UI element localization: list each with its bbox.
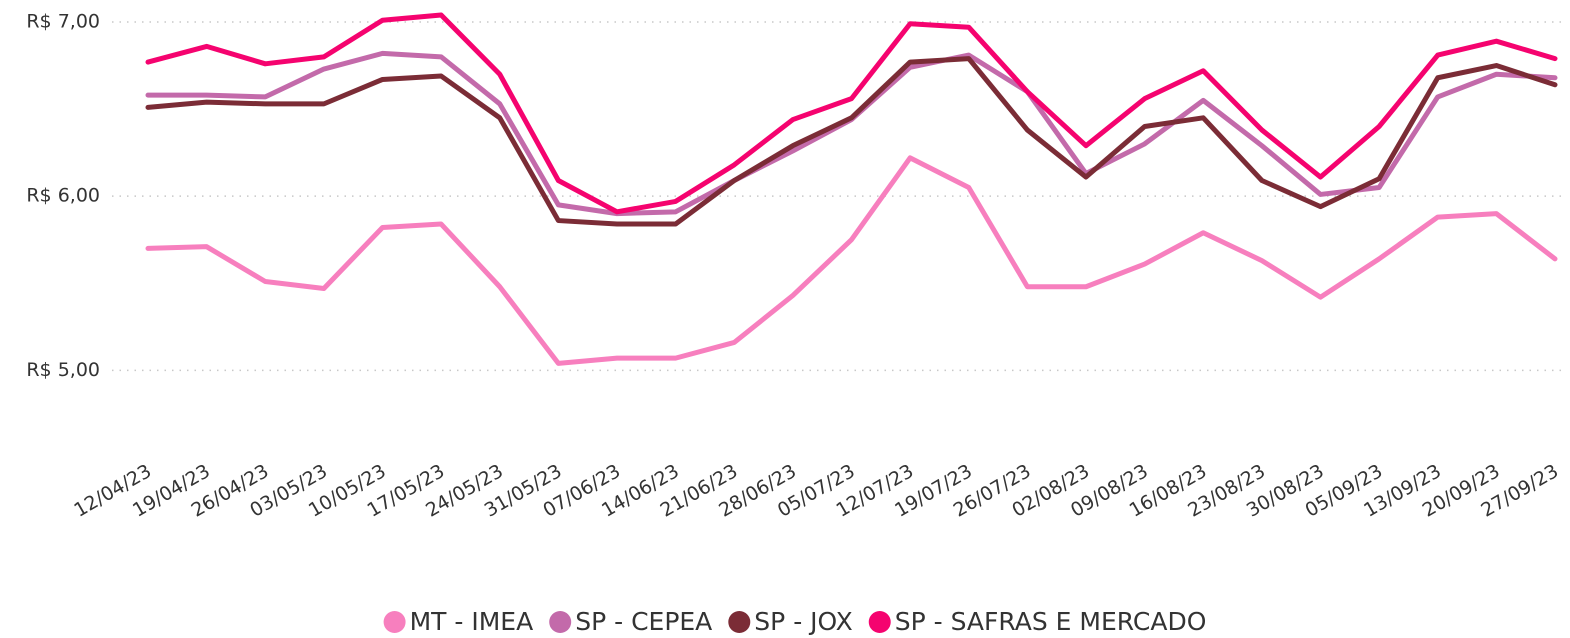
- y-tick-label: R$ 7,00: [26, 11, 100, 33]
- y-tick-label: R$ 5,00: [26, 359, 100, 381]
- legend-marker: [383, 611, 406, 633]
- legend: MT - IMEA SP - CEPEA SP - JOX SP - SAFRAS E…: [383, 607, 1207, 636]
- series-line: [145, 56, 1558, 227]
- legend-marker: [728, 611, 751, 633]
- legend-label: SP - JOX: [754, 607, 852, 636]
- legend-label: MT - IMEA: [410, 607, 534, 636]
- legend-label: SP - CEPEA: [575, 607, 712, 636]
- series-line: [145, 155, 1558, 366]
- series-line: [145, 12, 1558, 215]
- legend-label: SP - SAFRAS E MERCADO: [895, 607, 1207, 636]
- series-line: [145, 50, 1558, 217]
- legend-marker: [549, 611, 572, 633]
- legend-marker: [868, 611, 891, 633]
- y-tick-label: R$ 6,00: [26, 185, 100, 207]
